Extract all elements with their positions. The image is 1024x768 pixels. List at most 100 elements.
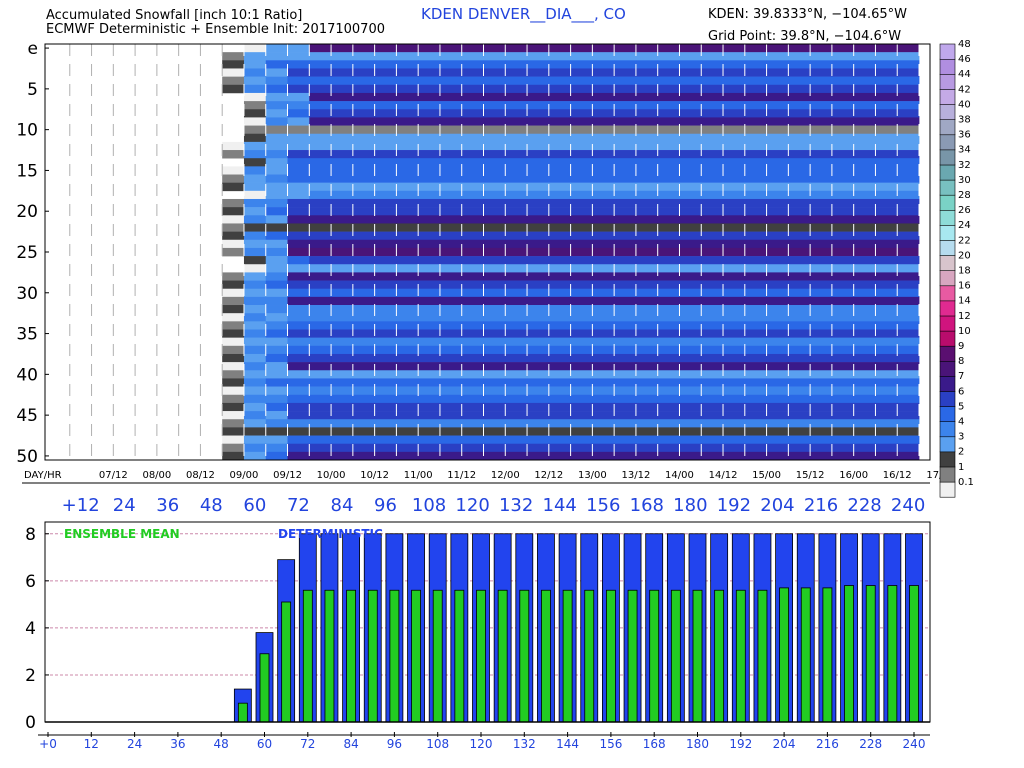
heatmap-cell [853, 117, 876, 126]
heatmap-cell [788, 158, 811, 167]
heatmap-cell [679, 321, 702, 330]
heatmap-cell [243, 215, 267, 224]
heatmap-ytick-label: 45 [16, 406, 38, 426]
heatmap-cell [374, 174, 397, 183]
heatmap-cell [309, 362, 332, 371]
heatmap-cell [396, 345, 419, 355]
heatmap-cell [374, 141, 397, 151]
heatmap-cell [897, 247, 920, 257]
heatmap-cell [744, 280, 767, 290]
heatmap-cell [527, 231, 550, 241]
heatmap-cell [548, 101, 572, 110]
colorbar-swatch [939, 375, 956, 392]
forecast-hour-label: 72 [287, 495, 310, 516]
heatmap-cell [287, 296, 310, 306]
heatmap-cell [243, 125, 267, 135]
heatmap-cell [396, 288, 419, 298]
heatmap-cell [243, 76, 267, 86]
heatmap-cell [527, 150, 550, 159]
heatmap-cell [396, 353, 419, 363]
heatmap-cell [701, 109, 724, 118]
heatmap-cell [875, 174, 898, 183]
heatmap-cell [461, 231, 484, 241]
heatmap-cell [352, 353, 376, 363]
heatmap-cell [243, 313, 267, 322]
heatmap-cell [766, 174, 789, 183]
heatmap-cell [396, 150, 419, 159]
heatmap-cell [243, 84, 267, 94]
heatmap-cell [853, 174, 876, 183]
heatmap-cell [461, 370, 484, 379]
heatmap-cell [396, 362, 419, 371]
heatmap-cell [418, 337, 441, 347]
heatmap-cell [527, 68, 550, 77]
heatmap-cell [635, 329, 659, 338]
heatmap-cell [331, 288, 354, 298]
colorbar-swatch [939, 421, 956, 438]
heatmap-cell [831, 337, 855, 347]
heatmap-cell [614, 182, 637, 192]
heatmap-cell [875, 353, 898, 363]
heatmap-cell [548, 305, 572, 314]
heatmap-cell [461, 362, 484, 371]
heatmap-cell [679, 207, 702, 216]
heatmap-cell [222, 378, 245, 387]
heatmap-cell [374, 394, 397, 404]
heatmap-cell [766, 215, 789, 224]
heatmap-cell [418, 52, 441, 61]
heatmap-cell [461, 125, 484, 135]
heatmap-cell [331, 182, 354, 192]
heatmap-cell [287, 353, 310, 363]
heatmap-cell [287, 198, 310, 208]
heatmap-cell [635, 370, 659, 379]
heatmap-cell [592, 125, 615, 135]
heatmap-cell [897, 207, 920, 216]
heatmap-cell [461, 215, 484, 224]
heatmap-cell [331, 92, 354, 102]
heatmap-cell [592, 84, 615, 94]
heatmap-cell [331, 272, 354, 281]
heatmap-cell [461, 247, 484, 257]
heatmap-cell [853, 76, 876, 86]
heatmap-cell [222, 443, 245, 453]
heatmap-cell [897, 125, 920, 135]
heatmap-cell [352, 280, 376, 290]
heatmap-cell [222, 362, 245, 371]
heatmap-cell [461, 166, 484, 175]
heatmap-cell [744, 288, 767, 298]
heatmap-cell [243, 337, 267, 347]
heatmap-cell [570, 109, 593, 118]
heatmap-cell [287, 280, 310, 290]
heatmap-cell [744, 345, 767, 355]
heatmap-cell [614, 247, 637, 257]
heatmap-cell [527, 288, 550, 298]
heatmap-cell [635, 125, 659, 135]
heatmap-cell [222, 60, 245, 69]
heatmap-cell [309, 370, 332, 379]
heatmap-cell [831, 427, 855, 436]
colorbar-swatch [939, 390, 956, 407]
heatmap-cell [897, 60, 920, 69]
heatmap-cell [548, 68, 572, 77]
ensemble-mean-bar [627, 589, 638, 723]
heatmap-cell [723, 92, 746, 102]
heatmap-cell [679, 166, 702, 175]
heatmap-cell [766, 305, 789, 314]
heatmap-cell [788, 150, 811, 159]
heatmap-cell [222, 435, 245, 444]
heatmap-cell [766, 288, 789, 298]
heatmap-cell [309, 411, 332, 420]
heatmap-cell [505, 52, 528, 61]
heatmap-cell [614, 174, 637, 183]
heatmap-cell [548, 231, 572, 241]
heatmap-cell [810, 84, 833, 94]
heatmap-cell [766, 256, 789, 265]
heatmap-cell [243, 305, 267, 314]
heatmap-ytick-label: 35 [16, 325, 38, 345]
dayhr-tick-label: 08/00 [142, 470, 171, 481]
heatmap-cell [701, 272, 724, 281]
heatmap-cell [222, 280, 245, 290]
heatmap-cell [548, 427, 572, 436]
heatmap-cell [483, 101, 506, 110]
heatmap-cell [374, 427, 397, 436]
